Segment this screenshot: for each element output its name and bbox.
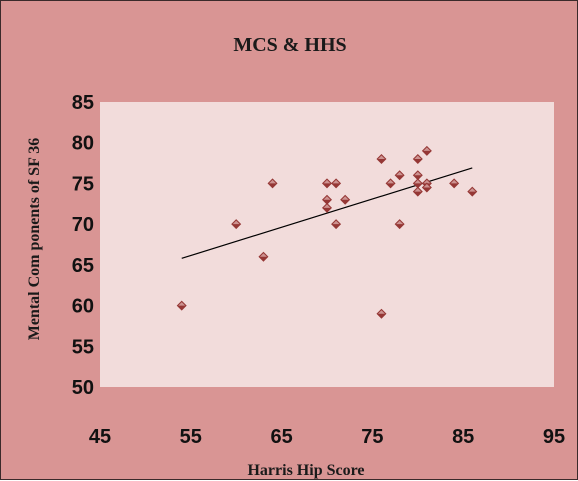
data-point [421,145,432,156]
data-point [376,308,387,319]
data-point [449,178,460,189]
x-tick-labels: 45 55 65 75 85 95 [89,426,565,448]
data-points [176,145,478,319]
data-point [340,194,351,205]
data-point [331,219,342,230]
y-tick-label: 65 [72,255,94,277]
data-point [412,154,423,164]
x-tick-label: 65 [270,426,292,448]
y-tick-labels: 50 55 60 65 70 75 80 85 [72,92,94,399]
data-point [467,186,478,197]
y-tick-label: 55 [72,336,94,358]
y-tick-label: 75 [72,173,94,195]
y-tick-label: 70 [72,214,94,236]
data-point [258,251,269,262]
x-tick-label: 85 [452,426,474,448]
data-point [376,154,387,164]
data-point [231,219,242,230]
data-point [412,178,423,189]
data-point [322,202,332,213]
x-tick-label: 75 [361,426,383,448]
y-tick-label: 50 [72,377,94,399]
plot-area [100,102,554,387]
data-point [412,186,423,197]
data-point [322,194,332,205]
data-point [267,178,278,189]
x-tick-label: 55 [180,426,202,448]
y-tick-label: 60 [72,296,94,318]
data-point [394,219,405,230]
data-point [412,170,423,181]
data-point [322,178,332,189]
data-point [385,178,396,189]
data-point [421,182,432,193]
x-tick-label: 95 [543,426,565,448]
x-axis-title: Harris Hip Score [247,462,364,479]
y-tick-label: 85 [72,92,94,114]
chart-title: MCS & HHS [233,34,346,56]
y-axis-title: Mental Com ponents of SF 36 [26,138,43,341]
x-tick-label: 45 [89,426,111,448]
data-point [394,170,405,181]
data-point [176,300,187,311]
y-tick-label: 80 [72,133,94,155]
data-point [331,178,342,189]
